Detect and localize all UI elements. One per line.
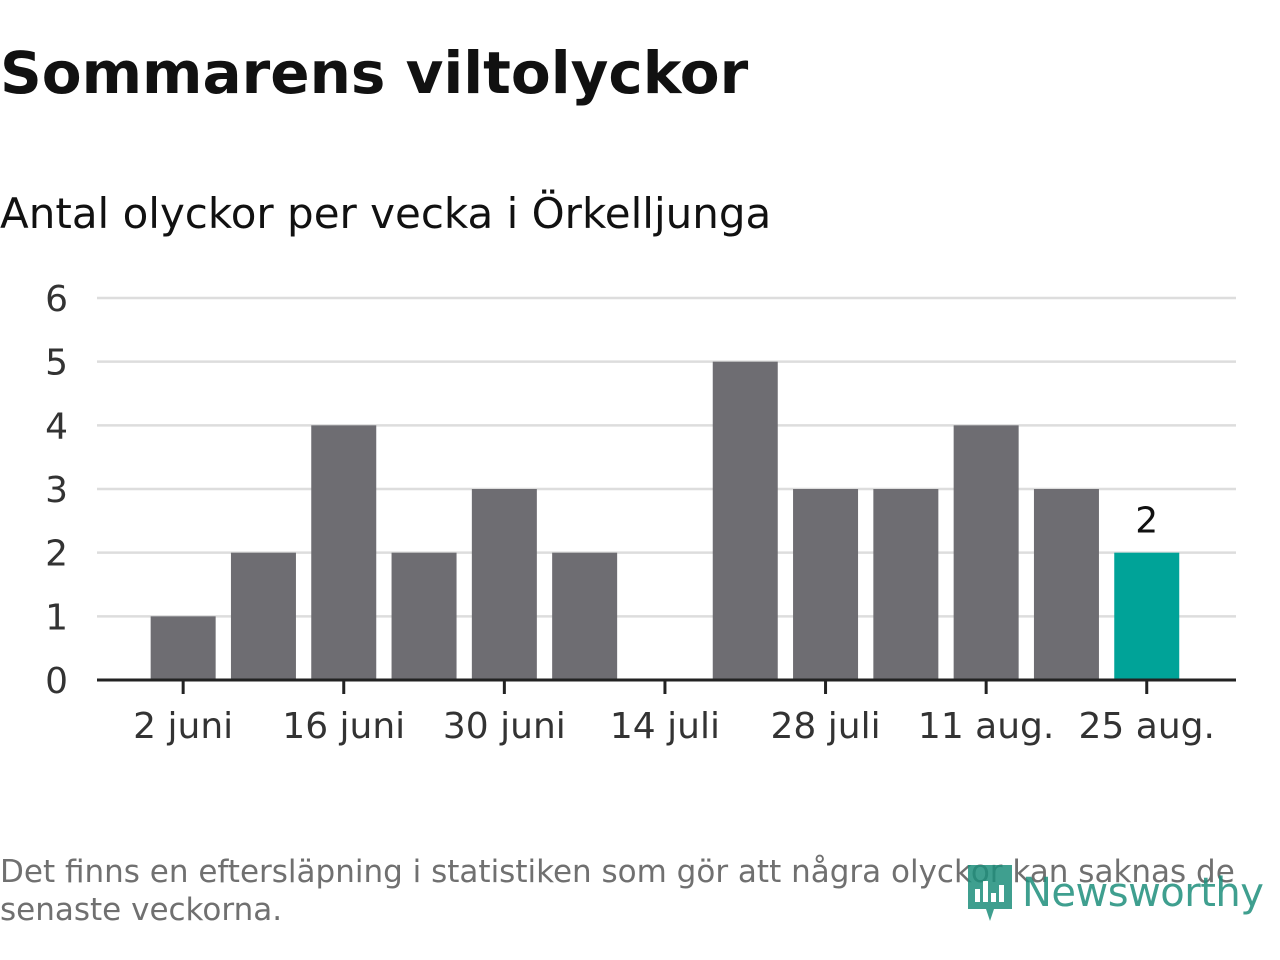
- y-tick-label: 0: [45, 661, 68, 702]
- data-label: 2: [1135, 501, 1158, 542]
- x-tick-label: 25 aug.: [1079, 706, 1215, 747]
- bar: [1114, 552, 1180, 680]
- newsworthy-logo: Newsworthy: [964, 860, 1264, 926]
- x-tick-label: 2 juni: [133, 706, 233, 747]
- bar: [552, 552, 618, 680]
- y-tick-label: 6: [45, 279, 68, 320]
- x-axis: 2 juni 16 juni 30 juni 14 juli 28 juli 11 aug…: [97, 678, 1236, 747]
- chart-subtitle: Antal olyckor per vecka i Örkelljunga: [0, 189, 772, 238]
- x-tick-label: 30 juni: [443, 706, 566, 747]
- footnote: Det finns en eftersläpning i statistiken…: [0, 854, 1235, 928]
- bar: [230, 552, 296, 680]
- y-axis-ticks: 0 1 2 3 4 5 6: [45, 279, 68, 702]
- bar: [391, 552, 457, 680]
- bar: [953, 425, 1019, 680]
- bar: [873, 489, 939, 680]
- bars: [150, 361, 1180, 680]
- bar: [311, 425, 377, 680]
- x-tick-label: 11 aug.: [918, 706, 1054, 747]
- x-tick-label: 28 juli: [771, 706, 881, 747]
- bar: [712, 361, 778, 680]
- bar-chart: 0 1 2 3 4 5 6 2 juni 16 juni 30 juni 14 juli 28 ju…: [45, 279, 1236, 747]
- x-tick-label: 16 juni: [282, 706, 405, 747]
- y-tick-label: 4: [45, 406, 68, 447]
- bar: [471, 489, 537, 680]
- bar: [793, 489, 859, 680]
- bar: [1033, 489, 1099, 680]
- y-tick-label: 1: [45, 597, 68, 638]
- bar: [150, 616, 216, 680]
- logo-text: Newsworthy: [1022, 870, 1264, 916]
- y-tick-label: 2: [45, 534, 68, 575]
- newsworthy-logo-icon: [968, 865, 1012, 921]
- chart-title: Sommarens viltolyckor: [0, 39, 749, 107]
- y-tick-label: 3: [45, 470, 68, 511]
- data-labels: 2: [1135, 501, 1158, 542]
- y-tick-label: 5: [45, 343, 68, 384]
- x-tick-label: 14 juli: [610, 706, 720, 747]
